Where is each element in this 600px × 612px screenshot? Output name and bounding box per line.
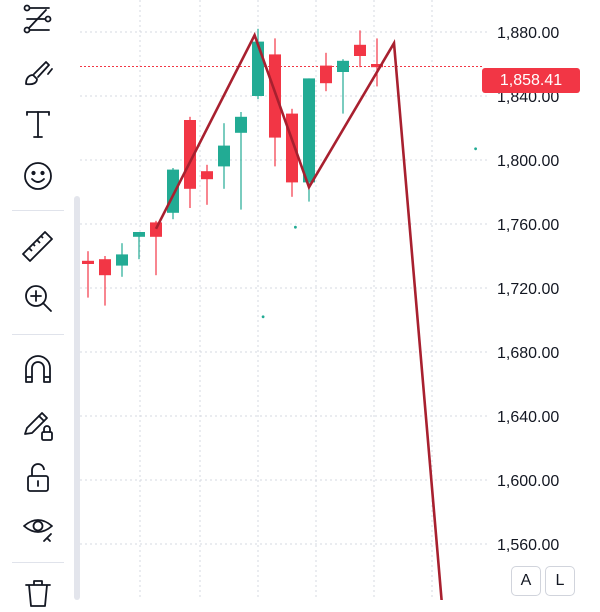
candle-body: [303, 78, 315, 183]
ruler-icon[interactable]: [16, 226, 60, 266]
candle-body: [252, 41, 264, 96]
candle: [218, 123, 230, 189]
y-axis-tick-label: 1,760.00: [497, 217, 559, 234]
candle-body: [184, 120, 196, 189]
candle: [133, 232, 145, 260]
candle-body: [201, 171, 213, 180]
chart-marker-dot: [294, 225, 297, 229]
magnet-icon[interactable]: [16, 350, 60, 390]
candle: [201, 164, 213, 205]
auto-scale-button[interactable]: A: [511, 566, 541, 596]
candle-body: [354, 44, 366, 56]
pattern-drawing-line: [154, 31, 443, 600]
candle: [354, 30, 366, 68]
chart-marker-dot: [261, 315, 265, 319]
candle-body: [337, 60, 349, 72]
candle: [99, 256, 111, 306]
eye-icon[interactable]: [16, 508, 60, 548]
candle-body: [116, 254, 128, 266]
emoji-icon[interactable]: [16, 156, 60, 196]
candle-body: [82, 260, 94, 264]
candle-body: [371, 64, 383, 68]
candle: [337, 59, 349, 114]
drawing-toolbar: [0, 0, 80, 607]
candle-body: [320, 65, 332, 84]
toolbar-divider: [12, 562, 64, 563]
current-price-label: 1,858.41: [482, 68, 580, 93]
candle-body: [99, 259, 111, 276]
candle-body: [133, 232, 145, 237]
candle: [303, 78, 315, 202]
candle: [371, 38, 383, 87]
candle: [235, 112, 247, 210]
candle: [150, 220, 162, 276]
y-axis-tick-label: 1,680.00: [497, 345, 559, 362]
y-axis-tick-label: 1,880.00: [497, 25, 559, 42]
y-axis-tick-label: 1,560.00: [497, 537, 559, 554]
text-icon[interactable]: [16, 104, 60, 144]
y-axis-tick-label: 1,640.00: [497, 409, 559, 426]
y-axis-tick-label: 1,720.00: [497, 281, 559, 298]
toolbar-divider: [12, 334, 64, 335]
candle: [82, 251, 94, 298]
toolbar-scrollbar[interactable]: [74, 196, 80, 600]
trend-line-tools-icon[interactable]: [16, 0, 60, 40]
candle-body: [235, 116, 247, 133]
toolbar-divider: [12, 210, 64, 211]
brush-icon[interactable]: [16, 52, 60, 92]
y-axis-tick-label: 1,600.00: [497, 473, 559, 490]
candle: [116, 243, 128, 277]
y-axis-tick-label: 1,800.00: [497, 153, 559, 170]
lock-drawing-icon[interactable]: [16, 404, 60, 444]
chart-marker-dot: [474, 147, 477, 151]
zoom-in-icon[interactable]: [16, 278, 60, 318]
candle: [320, 52, 332, 92]
y-axis-tick-label: 1,840.00: [497, 89, 559, 106]
lock-icon[interactable]: [16, 458, 60, 498]
candle-body: [150, 222, 162, 237]
candle-body: [218, 145, 230, 167]
log-scale-button[interactable]: L: [545, 566, 575, 596]
